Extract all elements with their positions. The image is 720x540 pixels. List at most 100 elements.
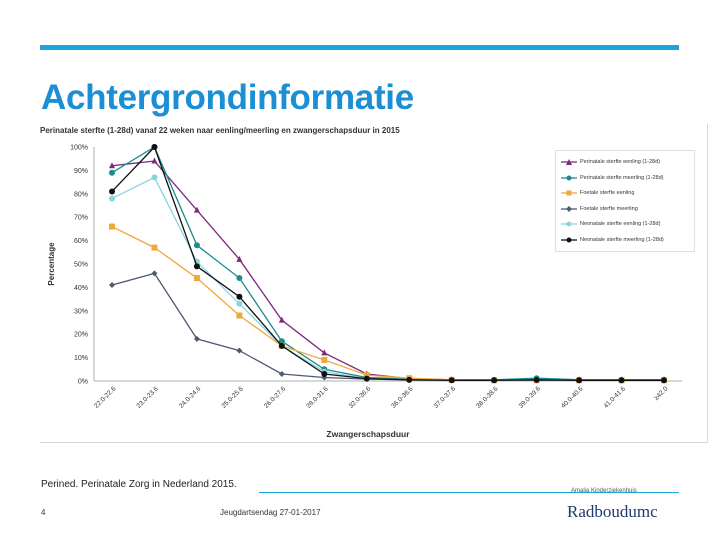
data-point bbox=[363, 375, 370, 382]
logo-suffix: umc bbox=[628, 502, 658, 521]
footer-event-text: Jeugdartsendag 27-01-2017 bbox=[220, 508, 321, 517]
y-axis-label: Percentage bbox=[47, 242, 56, 286]
series-line bbox=[111, 272, 664, 381]
x-tick-label: 41.0-41.6 bbox=[603, 385, 628, 410]
x-axis-label: Zwangerschapsduur bbox=[326, 429, 410, 439]
y-tick-label: 20% bbox=[74, 332, 88, 339]
x-tick-label: 37.0-37.6 bbox=[433, 385, 458, 410]
data-point bbox=[491, 377, 498, 384]
data-point bbox=[193, 335, 200, 342]
data-point bbox=[109, 223, 115, 230]
legend-label: Neonatale sterfte meerling (1-28d) bbox=[580, 236, 664, 243]
legend-label: Perinatale sterfte eenling (1-28d) bbox=[580, 159, 661, 165]
x-tick-label: 24.0-24.6 bbox=[178, 385, 203, 410]
chart-area: Perinatale sterfte (1-28d) vanaf 22 weke… bbox=[40, 124, 708, 443]
legend-item: Neonatale sterfte meerling (1-28d) bbox=[560, 233, 694, 247]
data-point bbox=[236, 275, 243, 282]
data-point bbox=[278, 342, 285, 349]
data-point bbox=[193, 206, 200, 213]
legend-label: Neonatale sterfte eenling (1-28d) bbox=[580, 221, 661, 227]
x-tick-label: 22.0-22.6 bbox=[93, 385, 118, 410]
data-point bbox=[278, 316, 285, 323]
data-point bbox=[193, 242, 200, 249]
legend-swatch bbox=[561, 237, 577, 242]
x-tick-label: 39.0-39.6 bbox=[518, 385, 543, 410]
data-point bbox=[576, 377, 583, 384]
data-point bbox=[109, 195, 115, 202]
data-point bbox=[278, 370, 285, 377]
data-point bbox=[533, 376, 540, 383]
y-tick-label: 80% bbox=[74, 191, 88, 198]
data-point bbox=[193, 275, 200, 282]
radboudumc-logo: Radboudumc bbox=[567, 502, 658, 522]
data-point bbox=[151, 270, 158, 277]
legend-label: Foetale sterfte meerling bbox=[580, 205, 638, 212]
data-point bbox=[406, 376, 413, 383]
data-point bbox=[109, 282, 115, 289]
y-tick-label: 100% bbox=[70, 145, 88, 152]
series-line bbox=[111, 146, 664, 381]
data-point bbox=[236, 347, 243, 354]
legend-swatch bbox=[561, 205, 577, 212]
legend-label: Perinatale sterfte meerling (1-28d) bbox=[580, 174, 664, 181]
data-point bbox=[448, 377, 455, 384]
data-point bbox=[236, 255, 243, 262]
y-tick-label: 0% bbox=[78, 379, 88, 386]
source-citation: Perined. Perinatale Zorg in Nederland 20… bbox=[41, 479, 237, 490]
x-tick-label: 32.0-36.6 bbox=[348, 385, 373, 410]
slide-title: Achtergrondinformatie bbox=[41, 78, 414, 117]
data-point bbox=[363, 372, 370, 379]
legend-swatch bbox=[561, 190, 577, 196]
legend-item: Perinatale sterfte eenling (1-28d) bbox=[560, 155, 694, 169]
chart-legend: Perinatale sterfte eenling (1-28d) Perina… bbox=[555, 150, 695, 252]
legend-label: Foetale sterfte eenling bbox=[580, 190, 635, 196]
series-line bbox=[111, 145, 664, 381]
y-tick-label: 40% bbox=[74, 285, 88, 292]
x-tick-label: 28.0-31.6 bbox=[305, 385, 330, 410]
chart-title: Perinatale sterfte (1-28d) vanaf 22 weke… bbox=[40, 126, 400, 135]
data-point bbox=[618, 377, 625, 384]
page-number: 4 bbox=[41, 508, 46, 517]
data-point bbox=[278, 338, 285, 345]
legend-item: Foetale sterfte meerling bbox=[560, 202, 694, 216]
y-tick-label: 10% bbox=[74, 355, 88, 362]
data-point bbox=[236, 300, 243, 307]
data-point bbox=[109, 188, 115, 195]
data-point bbox=[236, 312, 243, 319]
data-point bbox=[109, 169, 115, 176]
data-point bbox=[193, 263, 200, 270]
data-point bbox=[151, 174, 158, 181]
title-underline-bar bbox=[40, 45, 679, 50]
x-tick-label: 26.0-27.6 bbox=[263, 385, 288, 410]
x-tick-label: 38.0-38.6 bbox=[475, 385, 500, 410]
legend-item: Foetale sterfte eenling bbox=[560, 186, 694, 200]
x-tick-label: 25.0-25.6 bbox=[220, 385, 245, 410]
data-point bbox=[321, 374, 328, 381]
x-tick-label: 40.0-40.6 bbox=[560, 385, 585, 410]
footer-org-name: Amalia Kinderziekenhuis bbox=[571, 488, 637, 494]
y-tick-label: 30% bbox=[74, 308, 88, 315]
data-point bbox=[321, 349, 328, 356]
y-tick-label: 90% bbox=[74, 168, 88, 175]
y-tick-label: 70% bbox=[74, 215, 88, 222]
data-point bbox=[321, 370, 328, 377]
data-point bbox=[151, 244, 158, 251]
data-point bbox=[661, 377, 667, 384]
x-tick-label: 23.0-23.6 bbox=[136, 385, 161, 410]
data-point bbox=[236, 293, 243, 300]
legend-swatch bbox=[561, 159, 577, 165]
x-tick-label: 36.0-36.6 bbox=[390, 385, 415, 410]
data-point bbox=[151, 144, 158, 150]
legend-swatch bbox=[561, 221, 577, 227]
logo-main: Radboud bbox=[567, 502, 629, 521]
y-tick-label: 50% bbox=[74, 262, 88, 269]
x-tick-label: ≥42.0 bbox=[653, 385, 670, 402]
legend-swatch bbox=[561, 175, 577, 180]
legend-item: Perinatale sterfte meerling (1-28d) bbox=[560, 171, 694, 185]
data-point bbox=[151, 157, 158, 164]
legend-item: Neonatale sterfte eenling (1-28d) bbox=[560, 217, 694, 231]
footer-divider bbox=[259, 492, 679, 493]
y-tick-label: 60% bbox=[74, 238, 88, 245]
data-point bbox=[109, 162, 115, 169]
line-chart: 0% 10% 20% 30% 40% 50% 60% 70% 80% 90% 100% 22.0-22… bbox=[47, 144, 682, 439]
